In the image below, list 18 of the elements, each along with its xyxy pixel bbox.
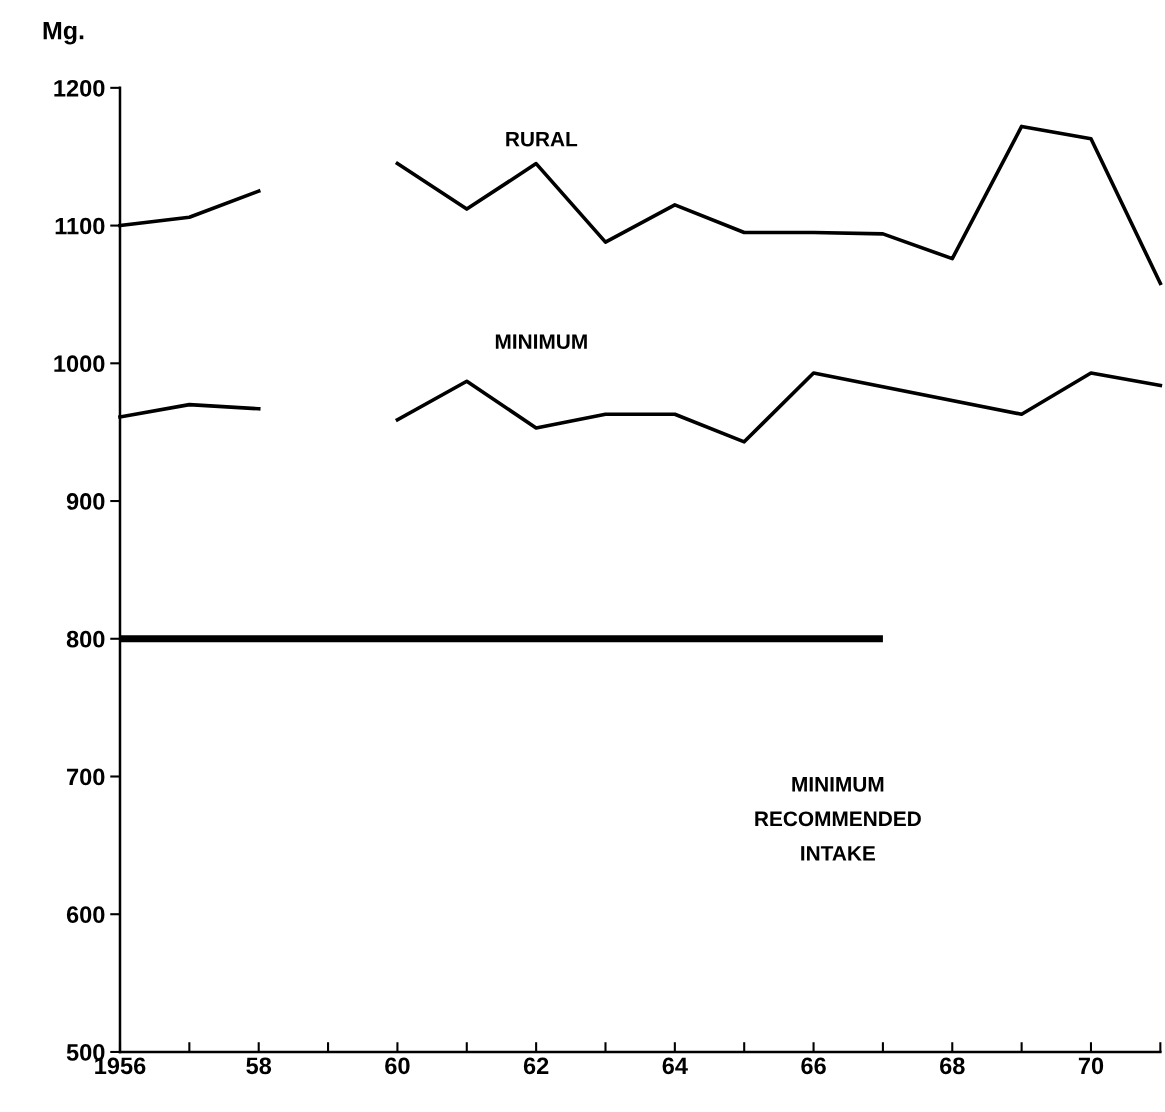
annotation: MINIMUM RECOMMENDED INTAKE [755,777,921,861]
y-tick-label: 1100 [55,217,105,235]
y-tick-label: 700 [67,768,105,786]
x-tick-label: 66 [801,1057,826,1075]
y-tick-label: 900 [66,493,105,510]
y-tick-label: 1000 [54,355,105,373]
x-tick-label: 64 [662,1057,688,1075]
x-tick-label: 62 [523,1057,549,1075]
series-label: RURAL [506,131,578,147]
y-tick-label: 800 [66,630,105,648]
x-tick-label: 70 [1078,1057,1104,1075]
y-tick-label: 1200 [54,79,105,97]
x-tick-label: 58 [246,1057,272,1075]
x-tick-label: 68 [940,1057,965,1075]
x-tick-label: 60 [385,1057,410,1075]
y-tick-label: 600 [66,906,105,924]
text: MINIMUM [495,334,587,349]
y-axis-title: Mg. [43,21,84,45]
